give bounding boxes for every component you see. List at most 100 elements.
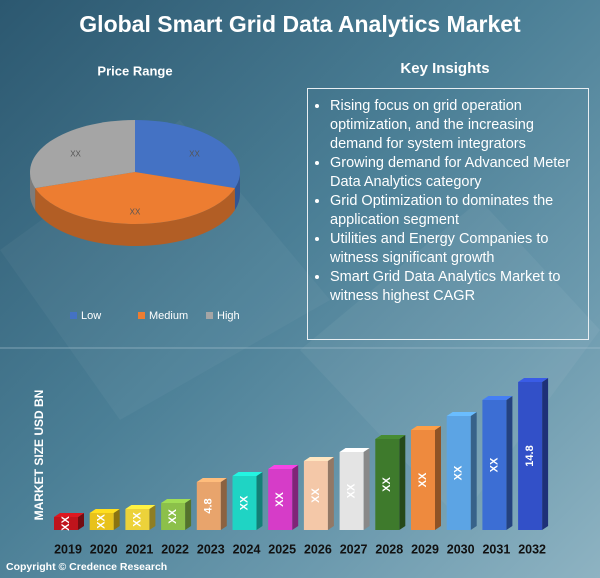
x-tick-label: 2020	[90, 542, 118, 556]
insight: Utilities and Energy Companies to witnes…	[330, 230, 584, 268]
pie-label: XX	[130, 208, 141, 217]
pie-title: Price Range	[97, 63, 172, 78]
bar	[268, 469, 293, 530]
bar	[125, 509, 150, 530]
main-title: Global Smart Grid Data Analytics Market	[79, 11, 521, 37]
bar-side	[78, 513, 84, 530]
bar	[446, 416, 471, 530]
x-tick-label: 2029	[411, 542, 439, 556]
x-tick-label: 2030	[447, 542, 475, 556]
pie-slice	[135, 120, 240, 189]
bar-value-label: XX	[131, 512, 143, 527]
insight: Rising focus on grid operation optimizat…	[330, 97, 584, 154]
insight: Smart Grid Data Analytics Market to witn…	[330, 268, 584, 306]
bar	[375, 439, 400, 530]
x-tick-label: 2021	[125, 542, 153, 556]
x-tick-label: 2028	[375, 542, 403, 556]
bar-top	[375, 435, 406, 439]
bar-value-label: 14.8	[524, 445, 536, 466]
bar-side	[185, 499, 192, 530]
legend-swatch	[206, 312, 213, 319]
bar-side	[506, 396, 513, 530]
bar-value-label: XX	[238, 495, 250, 510]
insights-title: Key Insights	[400, 60, 490, 77]
bar	[54, 517, 78, 530]
pie-label: XX	[70, 150, 81, 159]
pie-slice	[35, 172, 235, 225]
bar-side	[363, 448, 370, 530]
bar	[339, 452, 364, 530]
legend-label: Medium	[149, 310, 188, 322]
bg-shape	[300, 200, 600, 520]
x-tick-label: 2022	[161, 542, 189, 556]
bar	[232, 476, 257, 530]
y-axis-label: MARKET SIZE USD BN	[32, 390, 46, 521]
legend-label: Low	[81, 310, 101, 322]
pie-slice	[29, 120, 135, 189]
x-tick-label: 2019	[54, 542, 82, 556]
bar-top	[482, 396, 513, 400]
bar-value-label: XX	[310, 488, 322, 503]
bar-value-label: 4.8	[203, 498, 215, 513]
bar-value-label: XX	[274, 492, 286, 507]
pie-label: XX	[189, 150, 200, 159]
bar	[518, 382, 543, 530]
bar-top	[89, 509, 120, 513]
bar	[161, 503, 186, 530]
insights-box: Rising focus on grid operation optimizat…	[307, 88, 589, 340]
x-tick-label: 2031	[482, 542, 510, 556]
bar-top	[196, 478, 227, 482]
bar-value-label: XX	[96, 514, 108, 529]
legend-swatch	[70, 312, 77, 319]
legend-swatch	[138, 312, 145, 319]
x-tick-label: 2025	[268, 542, 296, 556]
bar-top	[303, 457, 334, 461]
bar-side	[220, 478, 227, 530]
x-tick-label: 2023	[197, 542, 225, 556]
legend-label: High	[217, 310, 240, 322]
bar-value-label: XX	[488, 457, 500, 472]
bar-side	[292, 465, 299, 530]
bar-side	[435, 426, 441, 530]
bar-top	[339, 448, 370, 452]
x-tick-label: 2024	[233, 542, 261, 556]
copyright: Copyright © Credence Research	[6, 561, 168, 573]
bar-side	[399, 435, 406, 530]
bar-value-label: XX	[381, 477, 393, 492]
insights-list: Rising focus on grid operation optimizat…	[308, 97, 584, 306]
bar-value-label: XX	[453, 465, 465, 480]
x-tick-label: 2027	[340, 542, 368, 556]
bar-side	[113, 509, 120, 530]
bar-value-label: XX	[346, 483, 358, 498]
bar-side	[327, 457, 334, 530]
bar-top	[446, 412, 477, 416]
bar-top	[54, 513, 84, 517]
bar-side	[470, 412, 477, 530]
bar	[303, 461, 328, 530]
bar-top	[125, 505, 156, 509]
bar-top	[411, 426, 441, 430]
bar-top	[268, 465, 299, 469]
bar-side	[542, 378, 549, 530]
insight: Grid Optimization to dominates the appli…	[330, 192, 584, 230]
pie-side	[30, 172, 36, 211]
x-tick-label: 2026	[304, 542, 332, 556]
bar-side	[149, 505, 156, 530]
pie-side	[35, 188, 235, 246]
pie-side	[234, 172, 240, 211]
insight: Growing demand for Advanced Meter Data A…	[330, 154, 584, 192]
bar-top	[518, 378, 549, 382]
bar-value-label: XX	[417, 472, 429, 487]
bar-value-label: XX	[167, 509, 179, 524]
bar	[482, 400, 507, 530]
bar-top	[161, 499, 192, 503]
bar	[411, 430, 435, 530]
bar	[89, 513, 114, 530]
bar-value-label: XX	[60, 516, 72, 531]
bar	[196, 482, 221, 530]
bar-top	[232, 472, 263, 476]
x-tick-label: 2032	[518, 542, 546, 556]
bar-side	[256, 472, 263, 530]
